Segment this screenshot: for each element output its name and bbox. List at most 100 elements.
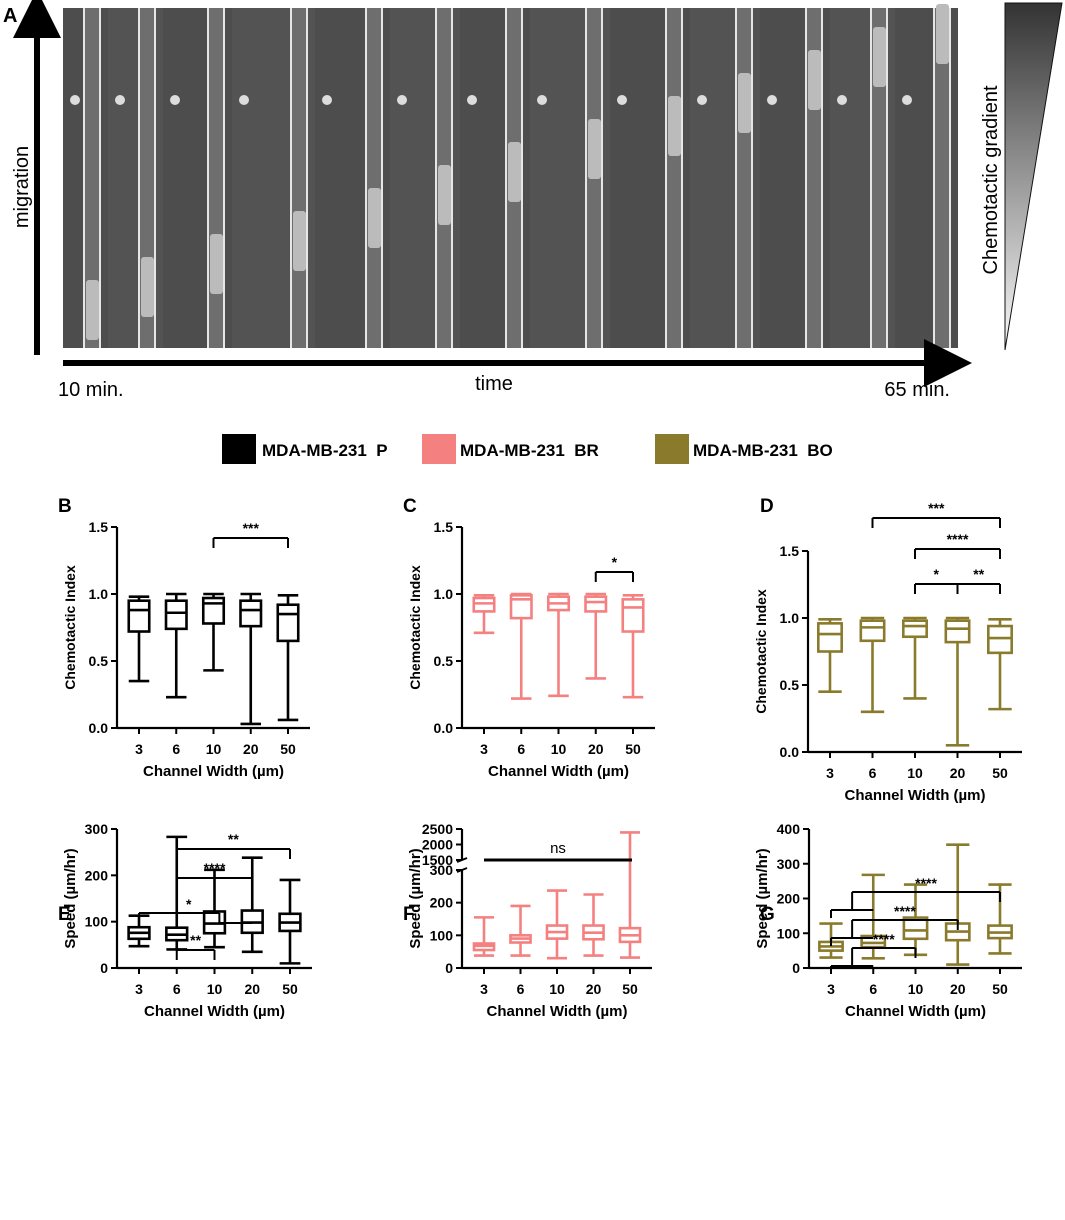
- legend-label-bo: MDA-MB-231 BO: [693, 441, 833, 460]
- chemotactic-gradient-triangle: [1004, 2, 1063, 351]
- y-axis-label: Chemotactic Index: [753, 589, 769, 714]
- y-tick-label: 300: [85, 821, 109, 837]
- x-tick-label: 50: [280, 741, 296, 757]
- panel-c: C 0.0 0.5 1.0 1.5 3 6 10 20 50 Channel Width (µm) C…: [403, 496, 655, 780]
- x-tick-label: 20: [244, 981, 260, 997]
- box-6: [509, 592, 533, 700]
- x-tick-label: 20: [588, 741, 604, 757]
- significance-bracket: *: [914, 566, 959, 594]
- gradient-label: Chemotactic gradient: [980, 85, 1002, 274]
- x-tick-label: 6: [173, 981, 181, 997]
- y-tick-label: 300: [777, 856, 801, 872]
- x-tick-label: 50: [625, 741, 641, 757]
- significance-bracket: ***: [212, 520, 289, 548]
- y-axis-label: Chemotactic Index: [407, 565, 423, 690]
- significance-annotations: ******** **: [871, 500, 1001, 594]
- y-tick-label: 0.5: [434, 653, 454, 669]
- box-20: [944, 843, 971, 966]
- box-iqr: [944, 619, 971, 644]
- y-tick-label: 2500: [422, 821, 453, 837]
- x-tick-label: 6: [517, 981, 525, 997]
- x-tick-label: 6: [869, 765, 877, 781]
- x-tick-label: 50: [282, 981, 298, 997]
- box-iqr: [817, 622, 843, 653]
- x-axis-label: Channel Width (µm): [487, 1003, 628, 1020]
- x-tick-label: 6: [172, 741, 180, 757]
- box-3: [127, 595, 151, 683]
- significance-label: ****: [915, 875, 937, 891]
- significance-bracket: ****: [830, 931, 917, 974]
- x-tick-label: 10: [549, 981, 565, 997]
- box-20: [582, 893, 605, 957]
- x-tick-label: 3: [135, 981, 143, 997]
- legend-swatch-p: [222, 434, 256, 464]
- box-10: [202, 868, 227, 949]
- box-iqr: [276, 603, 300, 643]
- kymograph-strip: [460, 8, 530, 348]
- x-tick-label: 3: [135, 741, 143, 757]
- significance-bracket: ****: [914, 531, 1001, 559]
- time-end-label: 65 min.: [884, 379, 950, 401]
- x-axis-label: Channel Width (µm): [488, 763, 629, 780]
- kymograph-strip: [108, 8, 163, 348]
- box-iqr: [127, 599, 151, 633]
- box-20: [240, 856, 264, 954]
- significance-annotations: ***: [212, 520, 289, 548]
- x-axis-label: Channel Width (µm): [845, 1003, 986, 1020]
- x-tick-label: 20: [950, 765, 966, 781]
- significance-label: *: [934, 566, 940, 582]
- significance-label: ****: [204, 860, 226, 876]
- panel-label: E: [58, 904, 71, 925]
- significance-label: ****: [894, 903, 916, 919]
- panel-b: B 0.0 0.5 1.0 1.5 3 6 10 20 50 Channel Width (µm) C…: [58, 496, 310, 780]
- time-start-label: 10 min.: [58, 379, 124, 401]
- kymograph-image: [63, 4, 958, 348]
- significance-label: **: [228, 831, 239, 847]
- y-tick-label: 200: [430, 895, 454, 911]
- box-50: [621, 594, 645, 699]
- significance-bracket: **: [175, 932, 216, 960]
- x-tick-label: 50: [622, 981, 638, 997]
- x-tick-label: 3: [480, 981, 488, 997]
- y-tick-label: 1500: [422, 852, 453, 868]
- box-6: [509, 904, 532, 957]
- x-axis-label: Channel Width (µm): [143, 763, 284, 780]
- box-iqr: [239, 599, 263, 628]
- box-10: [902, 616, 928, 700]
- y-axis-label: Speed (µm/hr): [754, 848, 771, 948]
- y-tick-label: 200: [85, 867, 109, 883]
- box-20: [239, 592, 263, 726]
- y-axis-label: Speed (µm/hr): [62, 848, 79, 948]
- panel-g: G 0 100 200 300 400 3 6 10 20 50 Channel Width (µm)…: [754, 821, 1022, 1020]
- significance-label: ****: [873, 931, 895, 947]
- x-tick-label: 10: [908, 981, 924, 997]
- box-3: [127, 914, 151, 948]
- y-tick-label: 1.5: [89, 519, 109, 535]
- migration-axis-label: migration: [11, 146, 33, 228]
- significance-bracket: *: [138, 896, 253, 924]
- box-iqr: [164, 599, 188, 631]
- box-50: [987, 618, 1013, 711]
- box-iqr: [621, 598, 645, 633]
- x-tick-label: 20: [950, 981, 966, 997]
- x-tick-label: 20: [586, 981, 602, 997]
- significance-label: ***: [243, 520, 260, 536]
- y-tick-label: 400: [777, 821, 801, 837]
- x-tick-label: 10: [207, 981, 223, 997]
- significance-bracket: ****: [830, 875, 1001, 918]
- y-tick-label: 0: [792, 960, 800, 976]
- y-axis-label: Chemotactic Index: [62, 565, 78, 690]
- significance-label: **: [190, 932, 201, 948]
- panel-label: D: [760, 496, 774, 517]
- x-tick-label: 10: [907, 765, 923, 781]
- significance-annotations: **** **** ****: [830, 875, 1001, 974]
- panel-e: E 0 100 200 300 3 6 10 20 50 Channel Width (µm) Spe…: [58, 821, 312, 1020]
- panel-label: G: [760, 904, 775, 925]
- significance-label: ***: [928, 500, 945, 516]
- y-tick-label: 100: [85, 914, 109, 930]
- y-tick-label: 2000: [422, 837, 453, 853]
- kymograph-strip: [760, 8, 830, 348]
- x-tick-label: 50: [992, 981, 1008, 997]
- box-50: [618, 831, 642, 959]
